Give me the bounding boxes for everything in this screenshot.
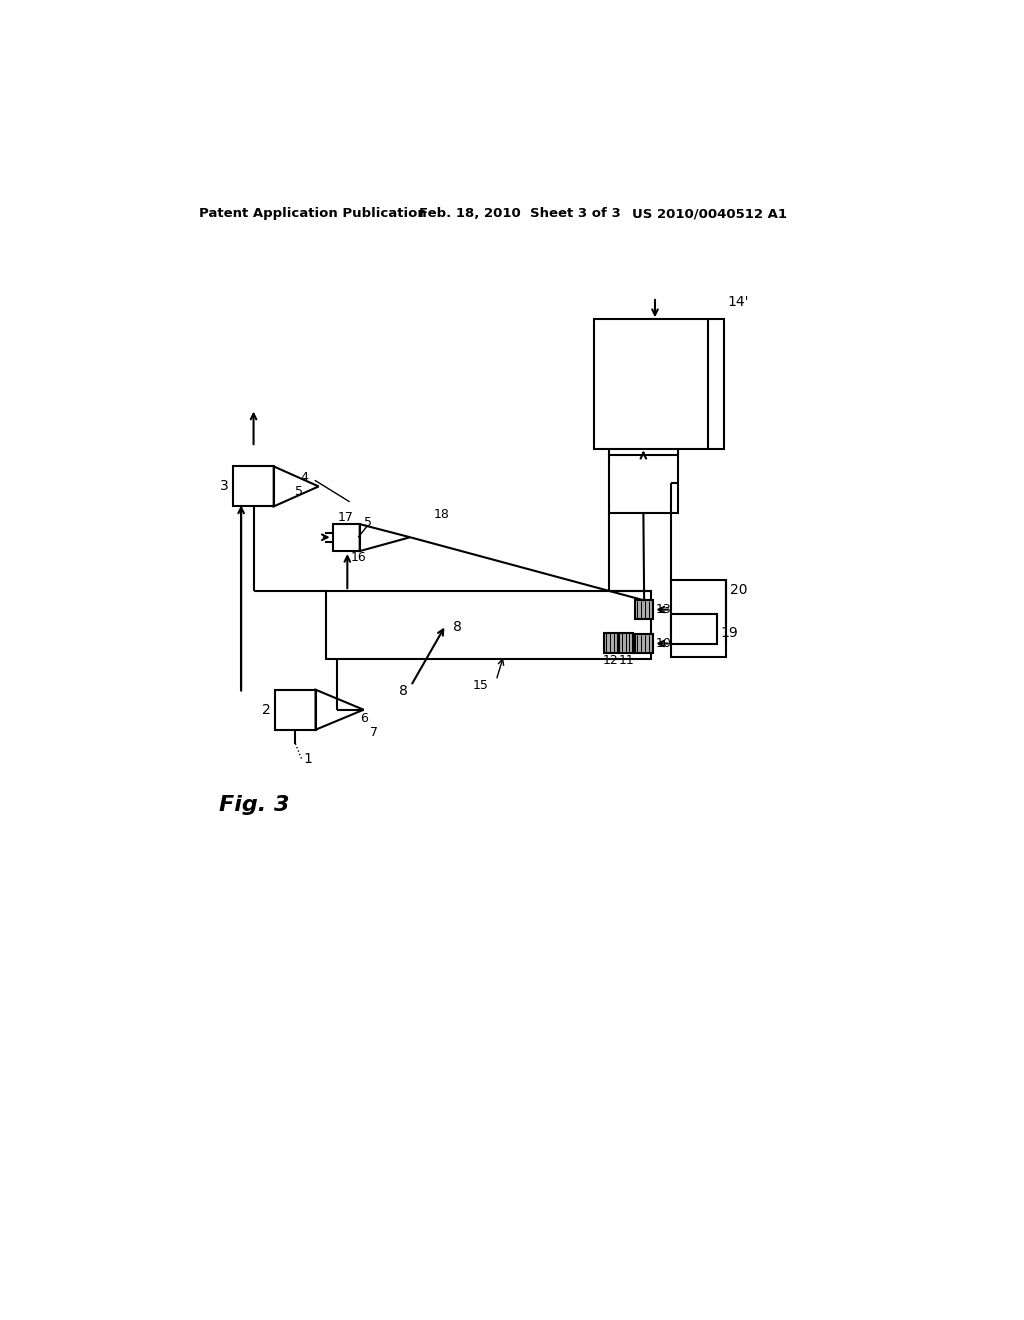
Text: Fig. 3: Fig. 3 [219, 795, 290, 816]
Text: 3: 3 [220, 479, 228, 494]
Bar [620, 632, 633, 653]
Bar [275, 689, 315, 730]
Text: 12: 12 [603, 653, 618, 667]
Bar [635, 635, 653, 653]
Text: 2: 2 [262, 702, 270, 717]
Text: 16: 16 [350, 550, 367, 564]
Text: 15: 15 [473, 680, 488, 693]
Bar [671, 581, 726, 657]
Text: 13: 13 [655, 603, 672, 616]
Bar [333, 524, 359, 552]
Text: 4: 4 [300, 471, 308, 483]
Bar [233, 466, 273, 507]
Text: 18: 18 [433, 508, 450, 520]
Text: 17: 17 [338, 511, 353, 524]
Text: 5: 5 [295, 484, 303, 498]
Text: 6: 6 [360, 713, 369, 726]
Bar [604, 632, 617, 653]
Text: 11: 11 [618, 653, 634, 667]
Text: 8: 8 [399, 684, 409, 698]
Text: Feb. 18, 2010  Sheet 3 of 3: Feb. 18, 2010 Sheet 3 of 3 [419, 207, 621, 220]
Text: 19: 19 [721, 626, 738, 640]
Text: US 2010/0040512 A1: US 2010/0040512 A1 [632, 207, 786, 220]
Text: Patent Application Publication: Patent Application Publication [200, 207, 427, 220]
Bar [671, 614, 717, 644]
Text: 1: 1 [303, 752, 312, 766]
Bar [326, 591, 651, 659]
Bar [594, 318, 724, 449]
Text: 7: 7 [370, 726, 378, 739]
Text: 20: 20 [730, 582, 748, 597]
Bar [608, 455, 678, 512]
Text: 14': 14' [728, 294, 750, 309]
Bar [635, 601, 653, 619]
Text: 10: 10 [655, 638, 672, 649]
Text: 5: 5 [364, 516, 372, 529]
Text: 8: 8 [453, 619, 462, 634]
